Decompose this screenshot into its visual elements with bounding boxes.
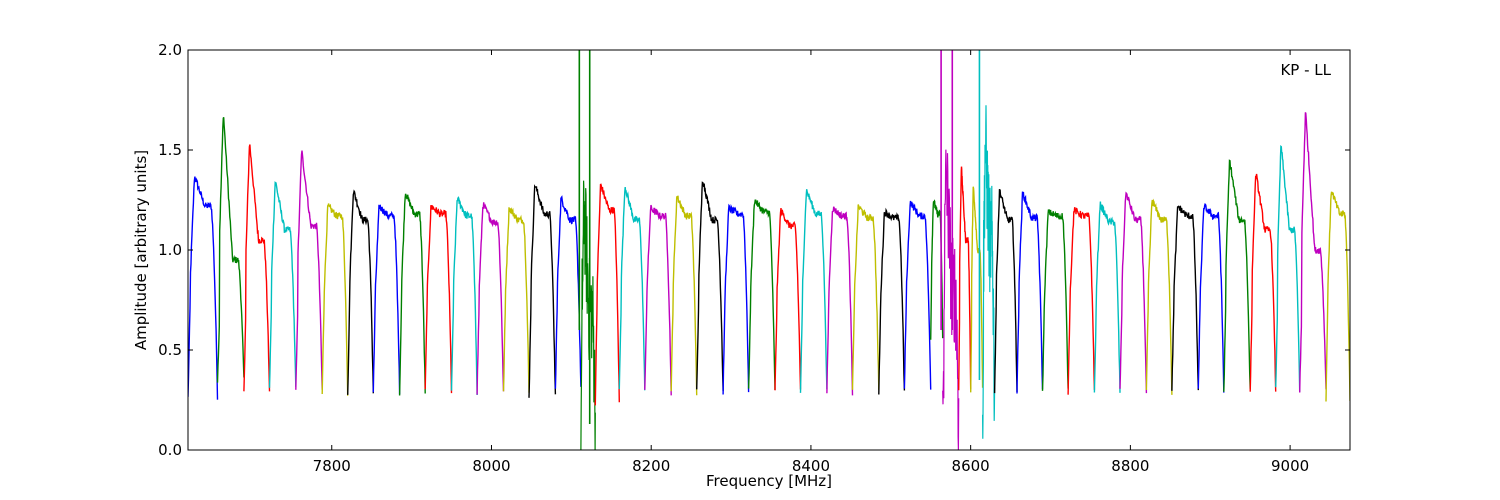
series-line-6	[321, 203, 349, 396]
y-tick-label-0: 0.0	[158, 441, 182, 459]
series-line-14	[528, 184, 557, 398]
y-tick-label-1: 0.5	[158, 341, 182, 359]
corner-annotation: KP - LL	[1280, 61, 1331, 79]
series-line-19	[644, 204, 672, 396]
series-line-44	[1223, 159, 1251, 392]
ticks-layer: 7800 8000 8200 8400 8600 8800 9000 0.0 0.5 1.0 1.5…	[158, 41, 1350, 475]
series-line-21	[696, 181, 724, 392]
series-line-36	[1016, 191, 1044, 394]
series-line-8	[372, 204, 401, 395]
series-line-4	[268, 181, 297, 388]
series-line-48	[1325, 191, 1350, 402]
series-line-24	[774, 208, 802, 391]
series-line-43	[1197, 203, 1225, 393]
series-line-22	[722, 203, 750, 395]
x-tick-label-7800: 7800	[313, 457, 351, 475]
spike-layer	[578, 50, 981, 424]
series-line-12	[476, 202, 505, 395]
series-line-3	[243, 144, 271, 392]
x-tick-label-8000: 8000	[472, 457, 510, 475]
x-tick-label-9000: 9000	[1271, 457, 1309, 475]
series-line-15	[554, 195, 582, 389]
y-tick-label-4: 2.0	[158, 41, 182, 59]
series-line-37	[1041, 209, 1069, 391]
series-line-2	[216, 117, 245, 383]
series-line-34	[982, 105, 996, 439]
series-line-38	[1067, 207, 1096, 395]
series-line-16	[580, 180, 596, 450]
series-layer	[188, 105, 1350, 450]
series-line-1	[188, 176, 219, 400]
series-line-45	[1249, 173, 1277, 392]
series-line-42	[1171, 205, 1199, 391]
series-line-10	[424, 205, 453, 394]
series-line-13	[502, 206, 530, 393]
series-line-47	[1299, 112, 1327, 393]
x-axis-title: Frequency [MHz]	[706, 472, 832, 490]
series-line-11	[450, 196, 478, 396]
series-line-40	[1119, 191, 1148, 394]
series-line-32	[958, 166, 972, 391]
series-line-9	[398, 193, 426, 396]
y-tick-label-3: 1.5	[158, 141, 182, 159]
series-line-28	[878, 207, 906, 395]
y-tick-label-2: 1.0	[158, 241, 182, 259]
series-line-41	[1145, 198, 1173, 395]
x-tick-label-8800: 8800	[1111, 457, 1149, 475]
series-line-33	[970, 186, 984, 393]
series-line-18	[618, 187, 646, 391]
series-line-31	[942, 149, 960, 450]
series-line-29	[903, 200, 932, 390]
series-line-5	[295, 150, 323, 390]
series-line-46	[1275, 145, 1301, 392]
series-line-7	[347, 189, 374, 395]
x-tick-label-8600: 8600	[952, 457, 990, 475]
series-line-20	[670, 195, 698, 396]
x-tick-label-8200: 8200	[632, 457, 670, 475]
series-line-27	[851, 204, 880, 390]
series-line-25	[799, 189, 828, 393]
series-line-23	[747, 199, 776, 391]
series-line-17	[594, 183, 620, 406]
series-line-35	[993, 189, 1018, 394]
x-tick-label-8400: 8400	[792, 457, 830, 475]
y-axis-title: Amplitude [arbitrary units]	[132, 150, 150, 350]
series-line-39	[1093, 201, 1121, 393]
series-line-26	[826, 206, 854, 396]
